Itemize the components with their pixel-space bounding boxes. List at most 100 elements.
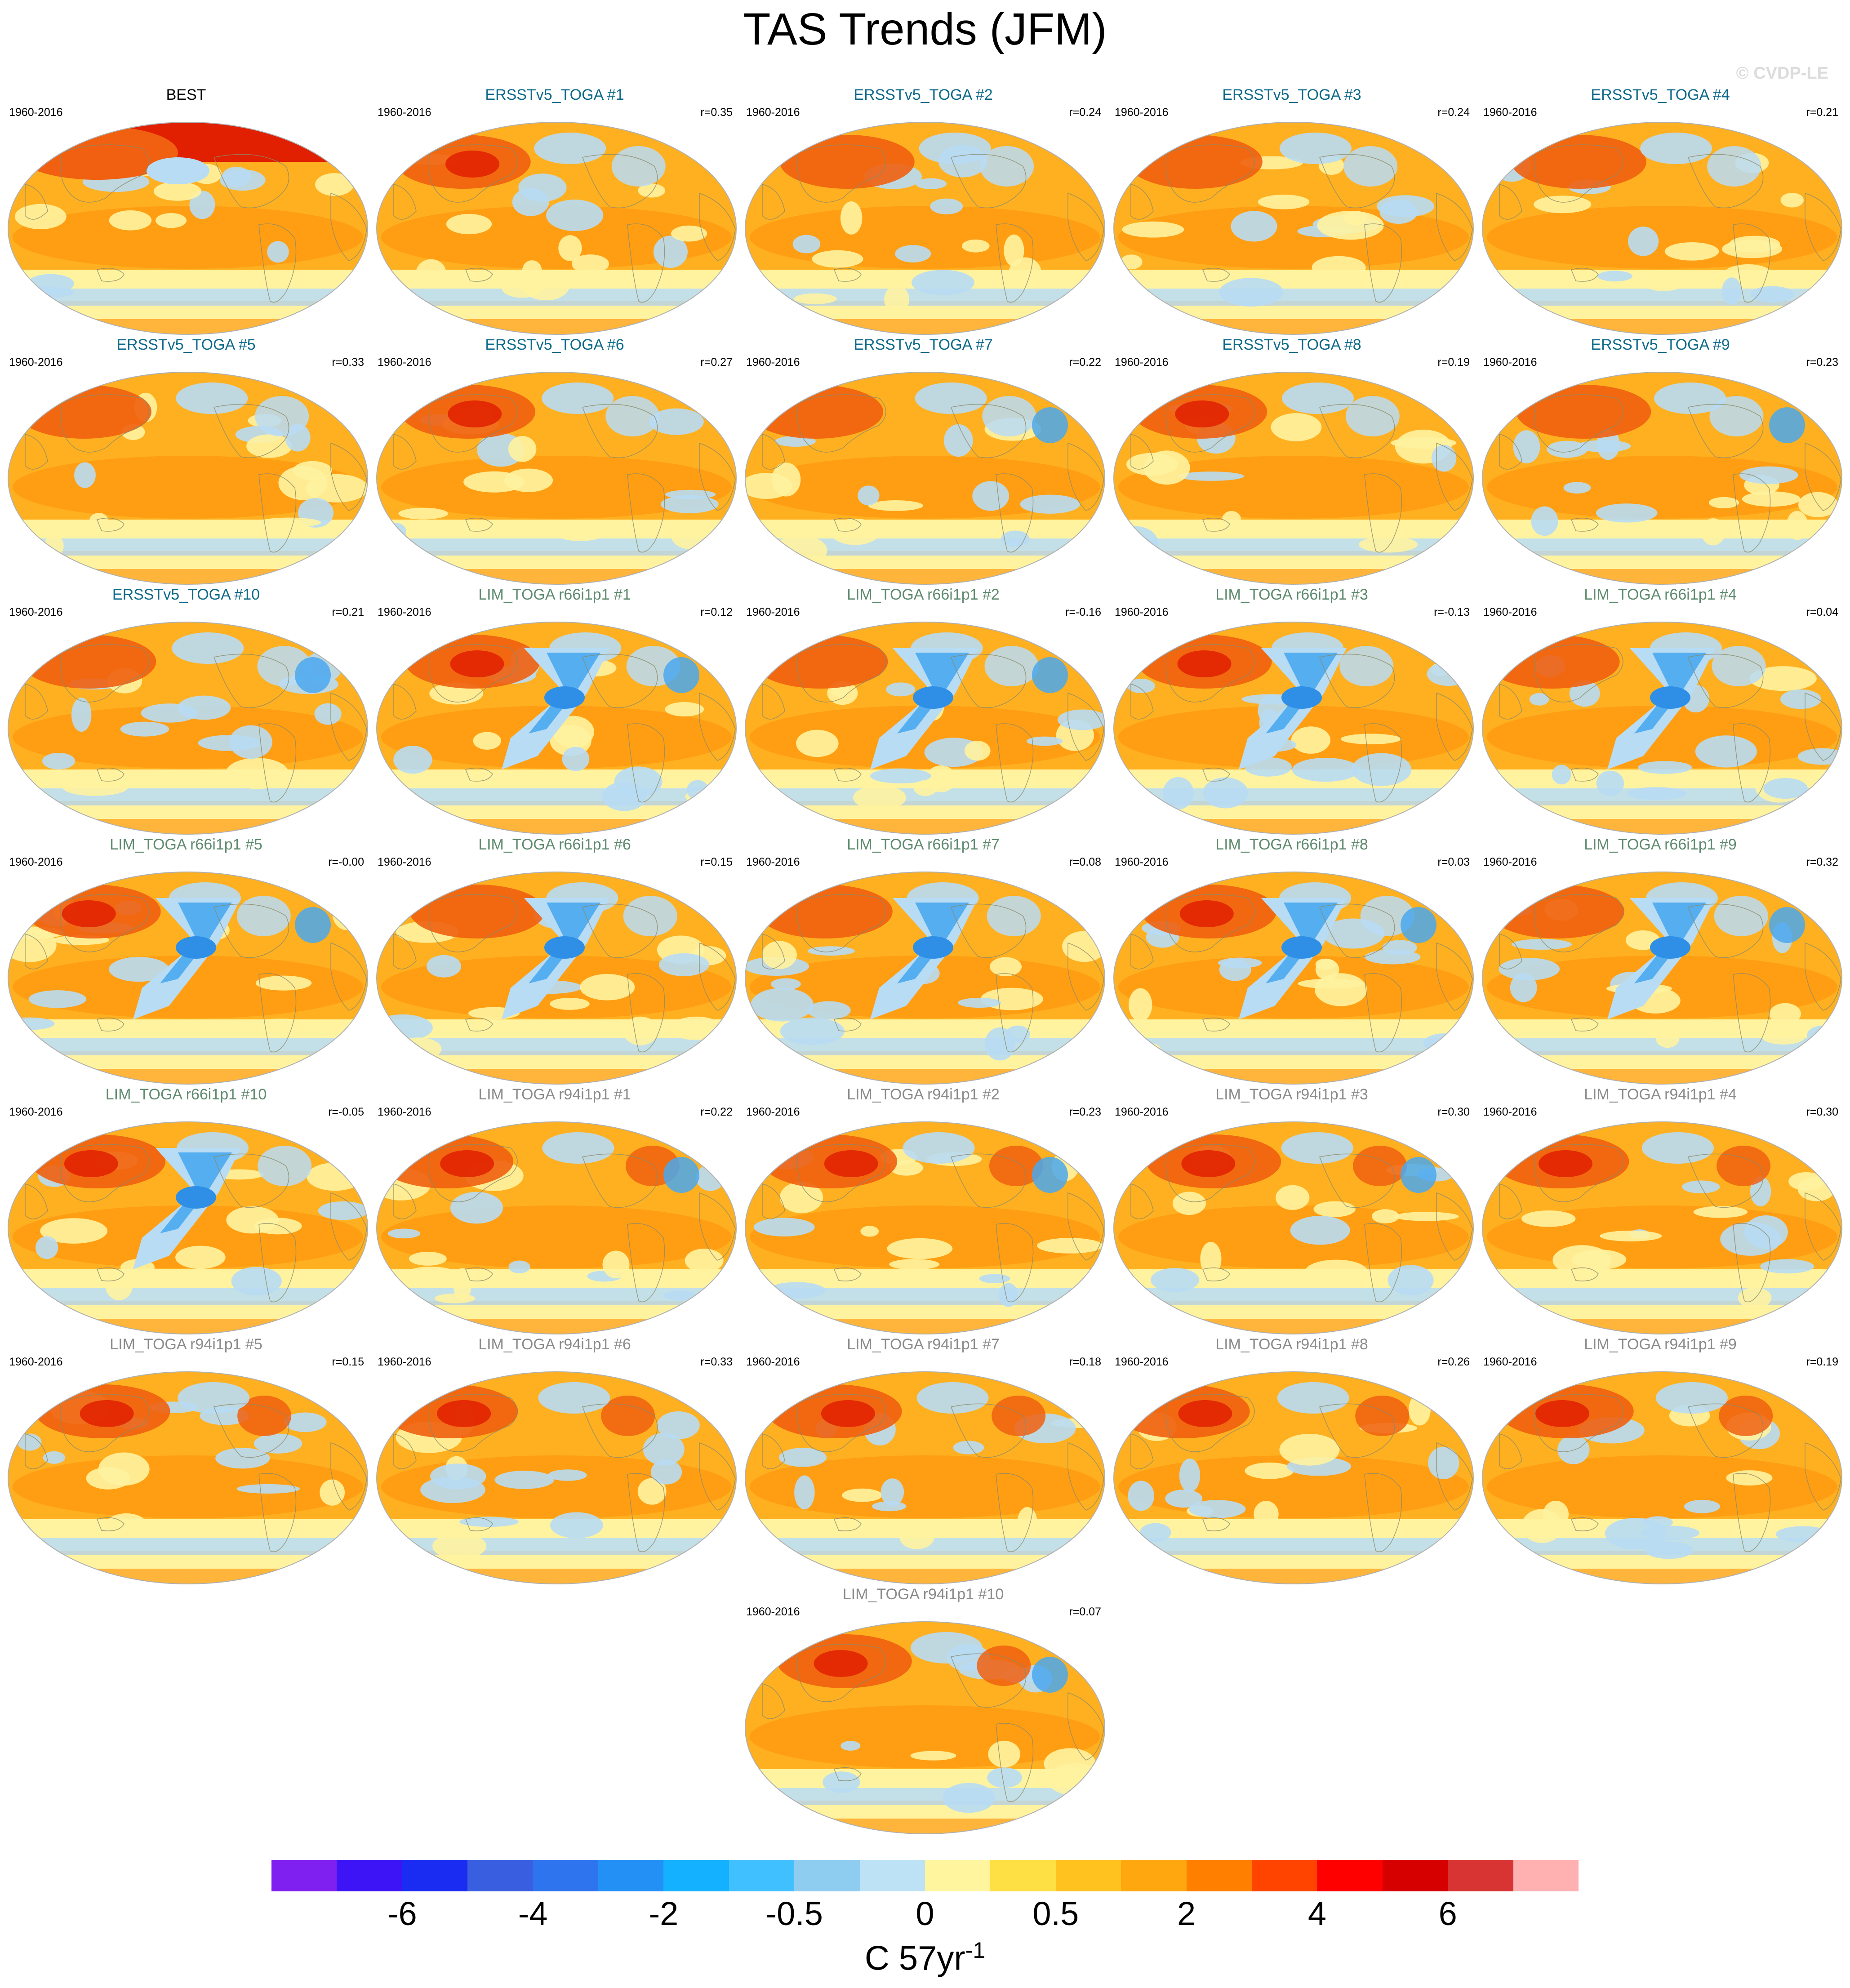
continent-outline	[996, 223, 1034, 303]
continent-outline	[1165, 894, 1255, 952]
continent-outline	[950, 1403, 1027, 1458]
panel-correlation: r=0.35	[700, 106, 733, 119]
continent-outline	[1319, 903, 1395, 958]
continent-outline	[950, 154, 1027, 209]
continent-outline	[1130, 184, 1154, 220]
map-border	[1482, 372, 1842, 585]
continent-outline	[25, 434, 48, 470]
continent-outline	[1499, 184, 1522, 220]
continent-outline	[330, 192, 367, 261]
continent-outline	[258, 223, 297, 303]
panel-period: 1960-2016	[378, 1106, 431, 1118]
continent-outline	[1319, 404, 1395, 458]
map-globe	[1113, 372, 1474, 585]
continent-outline	[96, 267, 125, 282]
map-border	[1482, 622, 1842, 835]
continent-outline	[213, 654, 289, 708]
continent-outline	[1202, 1267, 1230, 1281]
map-panel: LIM_TOGA r94i1p1 #10 1960-2016 r=0.07	[739, 1496, 1107, 1837]
map-globe	[745, 122, 1105, 335]
map-border	[1113, 1121, 1474, 1334]
continent-outline	[762, 934, 785, 970]
continent-outline	[1436, 1442, 1473, 1511]
map-border	[745, 1621, 1105, 1834]
continent-outline	[950, 1653, 1027, 1708]
continent-outline	[1805, 192, 1841, 261]
continent-outline	[1364, 223, 1402, 303]
panel-period: 1960-2016	[1115, 606, 1169, 618]
continent-outline	[996, 723, 1034, 803]
continent-outline	[258, 1223, 297, 1303]
continent-outline	[797, 144, 886, 203]
continent-outline	[1130, 1433, 1154, 1469]
map-globe	[1482, 872, 1842, 1085]
panel-period: 1960-2016	[9, 856, 63, 868]
continent-outline	[1733, 1223, 1771, 1303]
map-panel: BEST 1960-2016	[2, 0, 370, 338]
map-globe	[1113, 122, 1474, 335]
continent-outline	[1202, 1517, 1230, 1531]
colorbar-swatch	[1317, 1860, 1383, 1891]
continent-outline	[582, 1403, 658, 1458]
map-border	[1113, 372, 1474, 585]
continent-outline	[1687, 903, 1764, 958]
continent-outline	[762, 1683, 785, 1719]
continent-outline	[1570, 267, 1599, 282]
map-border	[1113, 622, 1474, 835]
colorbar-swatch	[598, 1860, 664, 1891]
panel-period: 1960-2016	[1483, 856, 1537, 868]
continent-outline	[25, 684, 48, 720]
map-globe	[376, 122, 737, 335]
continent-outline	[330, 1442, 367, 1511]
continent-outline	[1130, 434, 1154, 470]
panel-period: 1960-2016	[1483, 606, 1537, 618]
colorbar-tick-label: -0.5	[765, 1895, 823, 1932]
panel-period: 1960-2016	[746, 1106, 800, 1118]
colorbar-swatch	[533, 1860, 599, 1891]
continent-outline	[213, 1153, 289, 1208]
map-border	[1482, 122, 1842, 335]
colorbar-swatch	[859, 1860, 925, 1891]
map-panel: LIM_TOGA r66i1p1 #3 1960-2016 r=-0.13	[1107, 496, 1476, 838]
map-globe	[1113, 1121, 1474, 1334]
panel-correlation: r=0.19	[1437, 356, 1470, 369]
continent-outline	[627, 1223, 665, 1303]
continent-outline	[60, 144, 149, 203]
continent-outline	[1805, 942, 1841, 1011]
continent-outline	[582, 404, 658, 458]
continent-outline	[699, 1442, 736, 1511]
colorbar-tick-label: -6	[387, 1895, 417, 1932]
watermark: © CVDP-LE	[1736, 64, 1828, 83]
map-border	[745, 122, 1105, 335]
continent-outline	[330, 692, 367, 761]
continent-outline	[1570, 1267, 1599, 1281]
panel-correlation: r=0.23	[1069, 1106, 1101, 1118]
continent-outline	[833, 767, 862, 782]
panel-period: 1960-2016	[1115, 1356, 1169, 1368]
continent-outline	[996, 1473, 1034, 1552]
continent-outline	[213, 903, 289, 958]
map-globe	[1482, 622, 1842, 835]
panel-correlation: r=0.03	[1437, 856, 1470, 868]
continent-outline	[1687, 1403, 1764, 1458]
panel-correlation: r=0.30	[1806, 1106, 1838, 1118]
map-border	[376, 122, 737, 335]
continent-outline	[1165, 1394, 1255, 1452]
continent-outline	[1319, 1403, 1395, 1458]
continent-outline	[1805, 442, 1841, 511]
map-globe	[376, 1121, 737, 1334]
map-panel: LIM_TOGA r66i1p1 #7 1960-2016 r=0.08	[739, 746, 1107, 1088]
continent-outline	[96, 517, 125, 532]
continent-outline	[1130, 934, 1154, 970]
panel-title: LIM_TOGA r94i1p1 #5	[110, 1336, 262, 1353]
panel-title: ERSSTv5_TOGA #3	[1222, 86, 1361, 103]
panel-title: ERSSTv5_TOGA #4	[1591, 86, 1730, 103]
colorbar-swatch	[1252, 1860, 1317, 1891]
map-border	[376, 872, 737, 1085]
continent-outline	[996, 1723, 1034, 1802]
panel-period: 1960-2016	[1115, 1106, 1169, 1118]
continent-outline	[1499, 1183, 1522, 1219]
map-globe	[1482, 1121, 1842, 1334]
continent-outline	[465, 1267, 493, 1281]
map-globe	[1113, 622, 1474, 835]
